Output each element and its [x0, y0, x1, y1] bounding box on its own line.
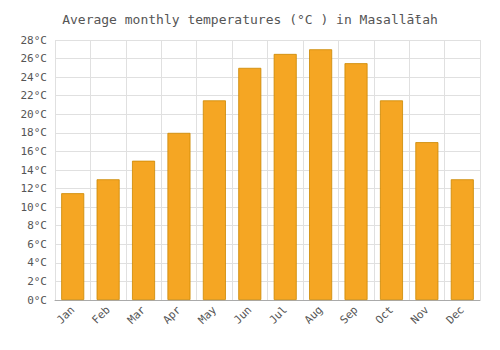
svg-text:Dec: Dec: [444, 303, 467, 326]
svg-text:24°C: 24°C: [21, 71, 48, 84]
svg-text:28°C: 28°C: [21, 34, 48, 47]
svg-text:16°C: 16°C: [21, 145, 48, 158]
svg-text:4°C: 4°C: [27, 256, 47, 269]
svg-text:12°C: 12°C: [21, 182, 48, 195]
svg-text:Nov: Nov: [408, 303, 431, 326]
svg-text:Mar: Mar: [125, 303, 148, 326]
svg-text:Jun: Jun: [231, 303, 254, 326]
svg-text:Feb: Feb: [89, 303, 112, 326]
svg-text:May: May: [196, 303, 219, 326]
svg-text:22°C: 22°C: [21, 89, 48, 102]
svg-text:20°C: 20°C: [21, 108, 48, 121]
svg-text:Average monthly temperatures (: Average monthly temperatures (°C ) in Ma…: [62, 12, 438, 27]
svg-text:18°C: 18°C: [21, 126, 48, 139]
svg-text:0°C: 0°C: [27, 294, 47, 307]
svg-text:6°C: 6°C: [27, 238, 47, 251]
svg-text:26°C: 26°C: [21, 52, 48, 65]
svg-text:Oct: Oct: [373, 303, 396, 326]
svg-text:Sep: Sep: [337, 303, 360, 326]
svg-text:Jul: Jul: [267, 303, 290, 326]
svg-text:Jan: Jan: [54, 303, 77, 326]
svg-text:2°C: 2°C: [27, 275, 47, 288]
svg-text:10°C: 10°C: [21, 201, 48, 214]
svg-text:14°C: 14°C: [21, 164, 48, 177]
svg-text:Aug: Aug: [302, 303, 325, 326]
svg-text:8°C: 8°C: [27, 219, 47, 232]
svg-text:Apr: Apr: [160, 303, 183, 326]
